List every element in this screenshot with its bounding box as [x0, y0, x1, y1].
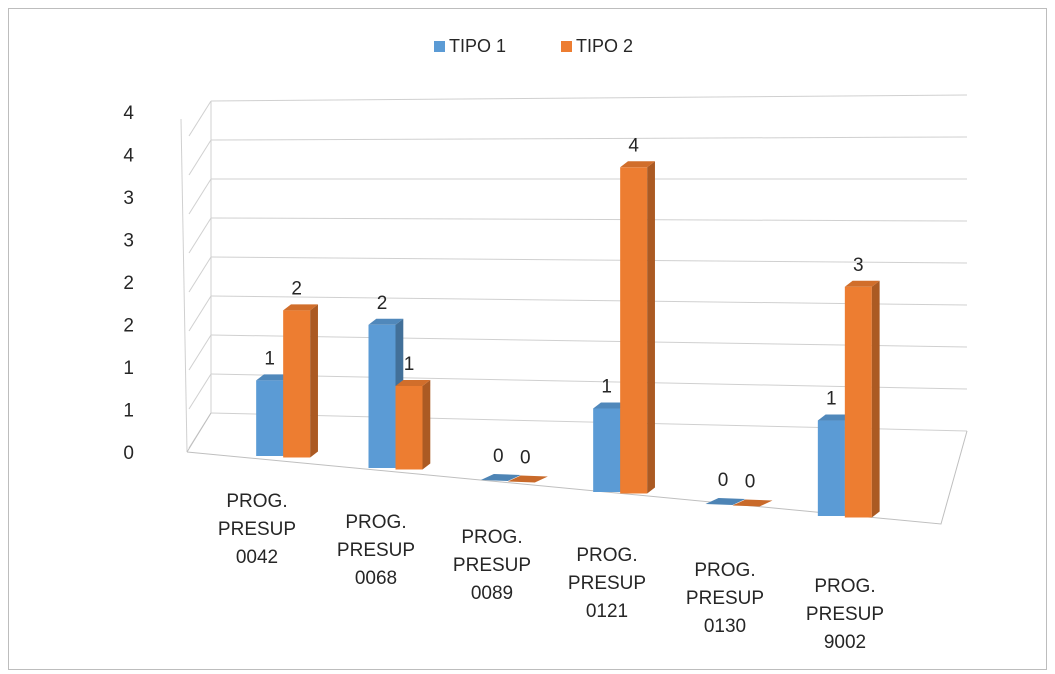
legend: TIPO 1 TIPO 2: [434, 36, 633, 56]
bar-side: [422, 379, 431, 470]
bar-1-0121: [593, 408, 621, 492]
data-label: 0: [520, 448, 531, 469]
gridline-side: [188, 295, 212, 332]
gridline-side: [188, 334, 212, 371]
x-tick-label: PROG.: [345, 512, 406, 533]
bar-1-0089: [480, 474, 521, 481]
bar-top: [844, 280, 880, 287]
gridlines: [180, 94, 968, 525]
x-tick-label: PROG.: [576, 545, 637, 566]
floor-edge: [186, 430, 968, 525]
gridline: [210, 136, 968, 141]
bar-2-0068: [395, 385, 423, 470]
x-tick-label: 0089: [471, 583, 513, 604]
x-tick-label: 0068: [355, 568, 397, 589]
bar-top: [395, 379, 431, 386]
gridline-side: [188, 217, 212, 254]
y-tick-label: 4: [123, 146, 134, 167]
y-tick-label: 0: [123, 443, 134, 464]
bar-1-0130: [705, 498, 746, 505]
bar-side: [871, 280, 880, 518]
gridline: [210, 373, 968, 390]
bar-1-9002: [817, 420, 845, 516]
bar-2-0042: [283, 310, 311, 458]
data-label: 1: [601, 376, 612, 397]
data-label: 0: [745, 472, 756, 493]
legend-swatch-2: [561, 41, 572, 52]
x-tick-label: PROG.: [694, 560, 755, 581]
y-axis: 0 1 1 2 2 3 3 4 4: [123, 103, 134, 464]
x-tick-label: PROG.: [226, 491, 287, 512]
bar-top: [593, 402, 628, 409]
x-tick-label: PRESUP: [453, 555, 531, 576]
bar-top: [283, 304, 318, 311]
data-label: 0: [718, 470, 729, 491]
x-tick-label: PRESUP: [806, 604, 884, 625]
bar-2-0089: [507, 475, 548, 483]
data-label: 2: [291, 278, 302, 299]
data-label: 3: [853, 255, 864, 276]
x-tick-label: PROG.: [814, 576, 875, 597]
x-tick-label: 0130: [704, 616, 746, 637]
bar-top: [620, 161, 655, 168]
x-tick-label: 9002: [824, 632, 866, 653]
y-tick-label: 1: [123, 401, 134, 422]
wall-edge: [180, 118, 188, 453]
bar-2-0121: [620, 167, 648, 494]
gridline: [210, 256, 968, 264]
x-tick-label: PROG.: [461, 527, 522, 548]
x-axis: PROG. PRESUP 0042 PROG. PRESUP 0068 PROG. PRESU…: [218, 491, 884, 653]
data-label: 0: [493, 446, 504, 467]
x-tick-label: PRESUP: [218, 519, 296, 540]
bar-2-9002: [844, 286, 872, 518]
y-tick-label: 2: [123, 316, 134, 337]
x-tick-label: 0042: [236, 547, 278, 568]
data-label: 1: [264, 348, 275, 369]
bar-top: [368, 318, 404, 325]
x-tick-label: PRESUP: [686, 588, 764, 609]
gridline: [210, 217, 968, 222]
gridline: [210, 295, 968, 306]
y-tick-label: 3: [123, 231, 134, 252]
legend-label-2: TIPO 2: [576, 36, 633, 56]
bar-2-0130: [732, 499, 773, 507]
bar-1-0042: [256, 380, 284, 456]
data-label: 4: [628, 135, 639, 156]
data-label: 1: [826, 389, 837, 410]
bar-1-0068: [368, 324, 396, 468]
legend-swatch-1: [434, 41, 445, 52]
y-tick-label: 2: [123, 273, 134, 294]
data-label: 2: [377, 293, 388, 314]
gridline-side: [188, 139, 212, 176]
y-tick-label: 1: [123, 358, 134, 379]
gridline-side: [188, 256, 212, 293]
legend-label-1: TIPO 1: [449, 36, 506, 56]
bar-side: [647, 161, 655, 494]
y-tick-label: 4: [123, 103, 134, 124]
floor-edge: [186, 412, 212, 453]
x-tick-label: 0121: [586, 601, 628, 622]
gridline-side: [188, 373, 212, 410]
x-tick-label: PRESUP: [337, 540, 415, 561]
gridline-side: [188, 100, 212, 137]
x-tick-label: PRESUP: [568, 573, 646, 594]
data-label: 1: [404, 354, 415, 375]
gridline: [210, 94, 968, 102]
bar-side: [310, 304, 318, 458]
y-tick-label: 3: [123, 188, 134, 209]
bar-top: [817, 414, 853, 421]
bar-top: [256, 374, 291, 381]
gridline-side: [188, 178, 212, 215]
gridline: [210, 334, 968, 348]
